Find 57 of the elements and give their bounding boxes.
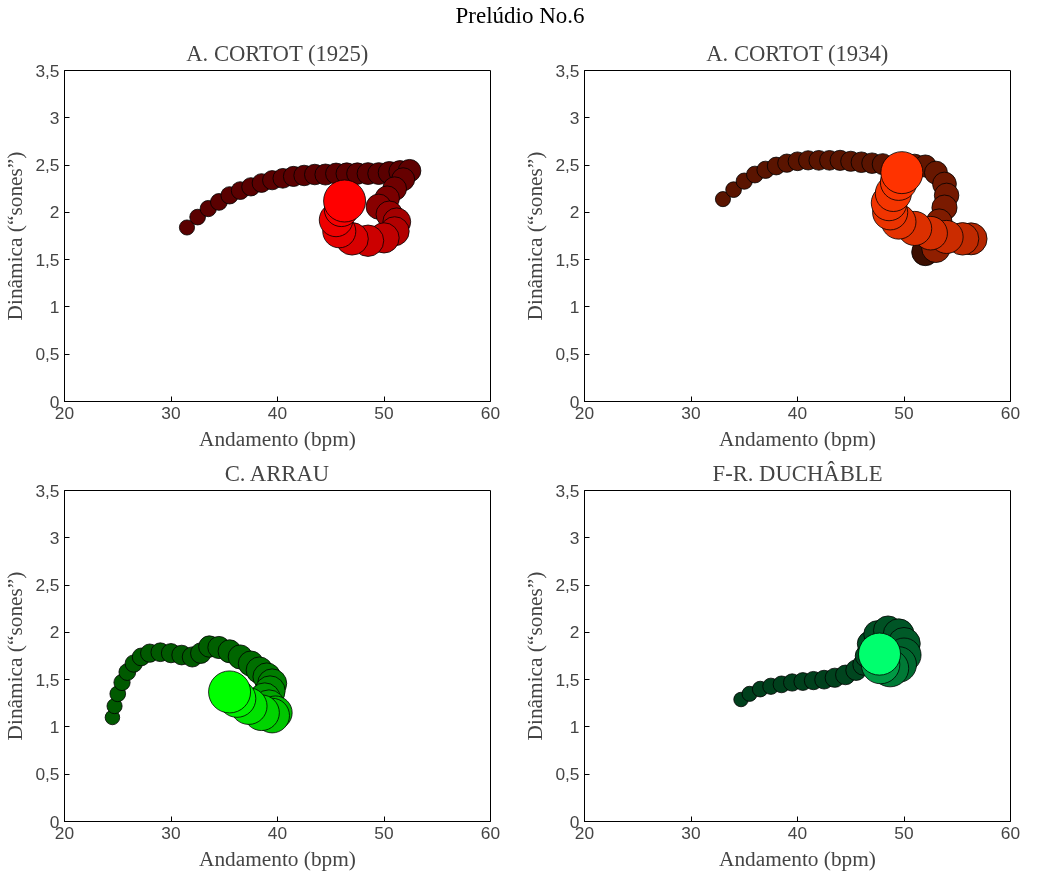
y-axis-title: Dinâmica (“sones”) <box>523 571 548 741</box>
y-tick-label: 1,5 <box>555 669 580 690</box>
y-tick-label: 3,5 <box>35 480 60 501</box>
y-tick-label: 1,5 <box>555 249 580 270</box>
y-tick-label: 1,5 <box>35 249 60 270</box>
x-tick-label: 50 <box>894 822 914 843</box>
y-tick-label: 2,5 <box>35 574 60 595</box>
x-tick-label: 60 <box>1000 822 1021 843</box>
x-tick-label: 50 <box>894 402 914 423</box>
y-tick-label: 2 <box>49 202 60 223</box>
y-axis-title: Dinâmica (“sones”) <box>523 151 548 321</box>
y-tick-label: 3,5 <box>555 60 580 81</box>
y-tick-label: 3 <box>49 107 60 128</box>
x-tick-label: 60 <box>480 822 501 843</box>
y-tick-label: 0,5 <box>555 344 580 365</box>
y-tick-label: 3 <box>569 527 580 548</box>
y-tick-label: 1 <box>49 716 60 737</box>
x-tick-label: 30 <box>681 402 701 423</box>
x-tick-label: 30 <box>161 822 181 843</box>
x-axis-title: Andamento (bpm) <box>199 426 356 451</box>
y-tick-label: 3 <box>49 527 60 548</box>
x-tick-label: 40 <box>787 822 808 843</box>
text: Prelúdio No.6 <box>455 2 585 30</box>
x-axis-title: Andamento (bpm) <box>719 846 876 871</box>
y-axis-title: Dinâmica (“sones”) <box>3 151 28 321</box>
x-tick-label: 50 <box>374 402 394 423</box>
y-tick-label: 1,5 <box>35 669 60 690</box>
x-axis-title: Andamento (bpm) <box>719 426 876 451</box>
x-tick-label: 40 <box>267 402 288 423</box>
y-tick-label: 1 <box>569 716 580 737</box>
x-tick-label: 60 <box>480 402 501 423</box>
chart-title: C. ARRAU <box>224 460 330 486</box>
y-tick-label: 3 <box>569 107 580 128</box>
y-tick-label: 1 <box>569 296 580 317</box>
y-tick-label: 1 <box>49 296 60 317</box>
x-tick-label: 40 <box>787 402 808 423</box>
x-tick-label: 40 <box>267 822 288 843</box>
y-tick-label: 2 <box>49 622 60 643</box>
x-tick-label: 60 <box>1000 402 1021 423</box>
chart-title: A. CORTOT (1925) <box>186 40 369 66</box>
y-tick-label: 2 <box>569 622 580 643</box>
y-tick-label: 2,5 <box>35 154 60 175</box>
y-tick-label: 0,5 <box>555 764 580 785</box>
y-tick-label: 3,5 <box>35 60 60 81</box>
y-tick-label: 2 <box>569 202 580 223</box>
x-tick-label: 30 <box>681 822 701 843</box>
chart-title: F-R. DUCHÂBLE <box>712 460 883 486</box>
y-tick-label: 0,5 <box>35 764 60 785</box>
x-tick-label: 30 <box>161 402 181 423</box>
y-tick-label: 0,5 <box>35 344 60 365</box>
x-axis-title: Andamento (bpm) <box>199 846 356 871</box>
x-tick-label: 50 <box>374 822 394 843</box>
y-tick-label: 3,5 <box>555 480 580 501</box>
y-axis-title: Dinâmica (“sones”) <box>3 571 28 741</box>
chart-title: A. CORTOT (1934) <box>706 40 889 66</box>
y-tick-label: 2,5 <box>555 154 580 175</box>
y-tick-label: 2,5 <box>555 574 580 595</box>
